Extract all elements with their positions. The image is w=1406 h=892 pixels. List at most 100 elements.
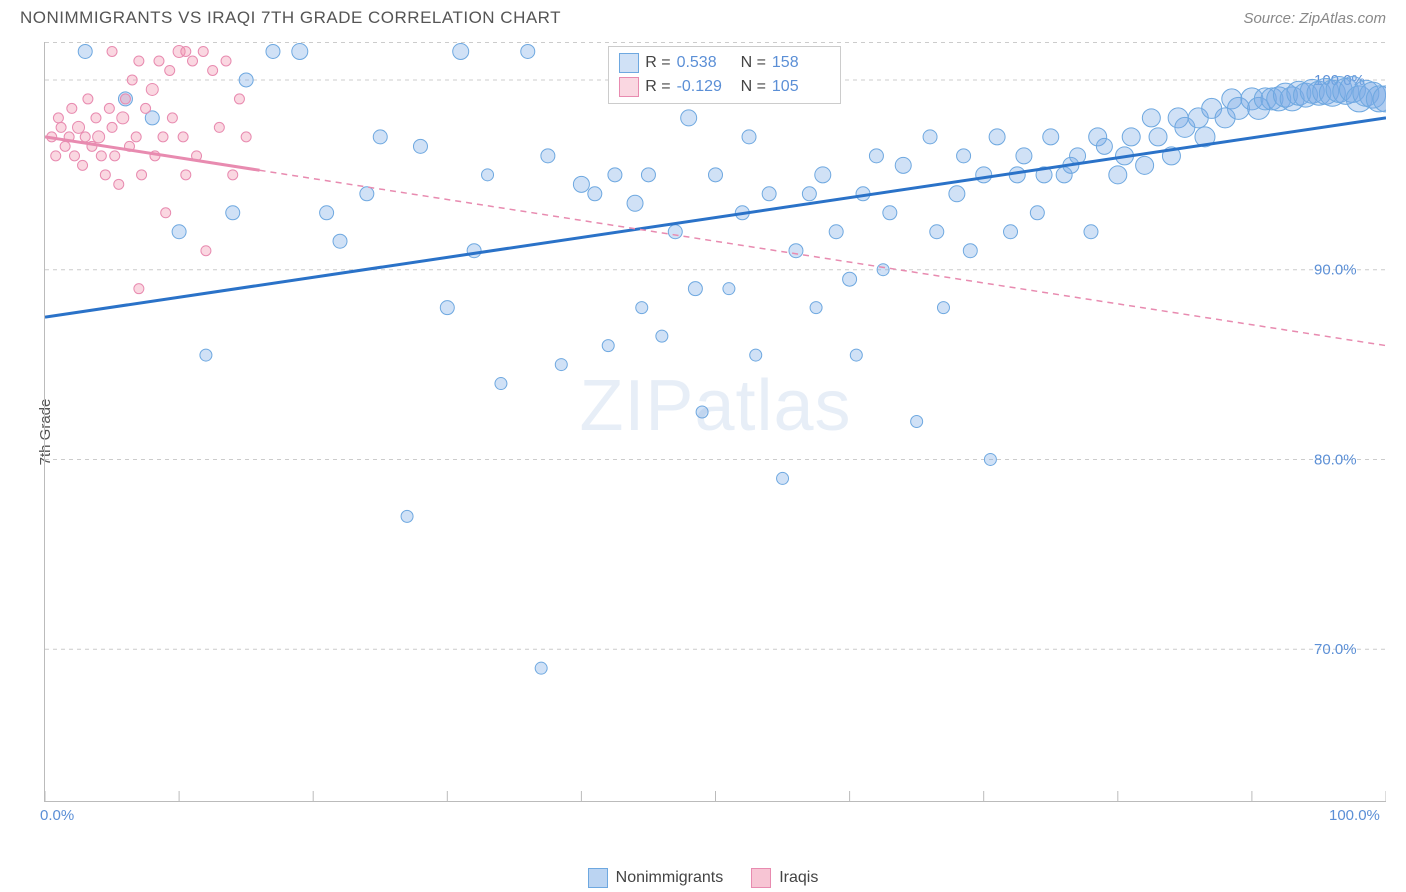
chart-area: 7th Grade 70.0%80.0%90.0%100.0% ZIPatlas… [0,32,1406,832]
chart-source: Source: ZipAtlas.com [1243,10,1386,27]
data-point [131,132,141,142]
data-point [104,103,114,113]
data-point [181,46,191,56]
chart-header: NONIMMIGRANTS VS IRAQI 7TH GRADE CORRELA… [0,0,1406,32]
data-point [1043,129,1059,145]
data-point [1136,156,1154,174]
n-value: 105 [772,78,830,96]
data-point [53,113,63,123]
data-point [723,283,735,295]
data-point [1030,206,1044,220]
data-point [110,151,120,161]
data-point [141,103,151,113]
chart-title: NONIMMIGRANTS VS IRAQI 7TH GRADE CORRELA… [20,8,561,28]
data-point [60,141,70,151]
data-point [413,139,427,153]
r-label: R = [645,54,670,72]
data-point [96,151,106,161]
data-point [923,130,937,144]
data-point [198,46,208,56]
data-point [292,43,308,59]
data-point [911,416,923,428]
data-point [656,330,668,342]
legend-item: Iraqis [751,868,818,888]
data-point [214,122,224,132]
stats-legend: R = 0.538N = 158R = -0.129N = 105 [608,46,841,104]
data-point [93,131,105,143]
data-point [541,149,555,163]
data-point [681,110,697,126]
stats-legend-row: R = 0.538N = 158 [619,51,830,75]
data-point [320,206,334,220]
data-point [167,113,177,123]
data-point [636,302,648,314]
data-point [134,56,144,66]
n-label: N = [741,54,766,72]
data-point [762,187,776,201]
data-point [114,179,124,189]
data-point [201,246,211,256]
bottom-legend: Nonimmigrants Iraqis [0,868,1406,888]
data-point [1122,128,1140,146]
data-point [158,132,168,142]
data-point [221,56,231,66]
data-point [56,122,66,132]
legend-label: Nonimmigrants [616,869,724,887]
data-point [146,83,158,95]
x-axis-max-label: 100.0% [1329,807,1380,824]
data-point [165,65,175,75]
data-point [1084,225,1098,239]
data-point [850,349,862,361]
data-point [869,149,883,163]
data-point [989,129,1005,145]
data-point [67,103,77,113]
data-point [877,264,889,276]
data-point [154,56,164,66]
data-point [1142,109,1160,127]
legend-swatch [588,868,608,888]
data-point [373,130,387,144]
data-point [957,149,971,163]
data-point [843,272,857,286]
data-point [976,167,992,183]
data-point [602,340,614,352]
data-point [802,187,816,201]
data-point [181,170,191,180]
r-label: R = [645,78,670,96]
data-point [78,44,92,58]
trend-line-ext [260,170,1386,345]
y-tick-label: 90.0% [1314,262,1357,279]
data-point [360,187,374,201]
data-point [83,94,93,104]
data-point [588,187,602,201]
data-point [453,43,469,59]
data-point [51,151,61,161]
data-point [107,46,117,56]
n-value: 158 [772,54,830,72]
data-point [810,302,822,314]
data-point [161,208,171,218]
data-point [226,206,240,220]
data-point [1109,166,1127,184]
data-point [535,662,547,674]
data-point [80,132,90,142]
data-point [742,130,756,144]
legend-label: Iraqis [779,869,818,887]
data-point [696,406,708,418]
data-point [1016,148,1032,164]
data-point [777,472,789,484]
data-point [228,170,238,180]
data-point [608,168,622,182]
data-point [239,73,253,87]
data-point [627,195,643,211]
data-point [266,44,280,58]
data-point [137,170,147,180]
data-point [127,75,137,85]
data-point [188,56,198,66]
legend-swatch [751,868,771,888]
data-point [172,225,186,239]
data-point [789,244,803,258]
data-point [440,301,454,315]
data-point [521,44,535,58]
data-point [234,94,244,104]
